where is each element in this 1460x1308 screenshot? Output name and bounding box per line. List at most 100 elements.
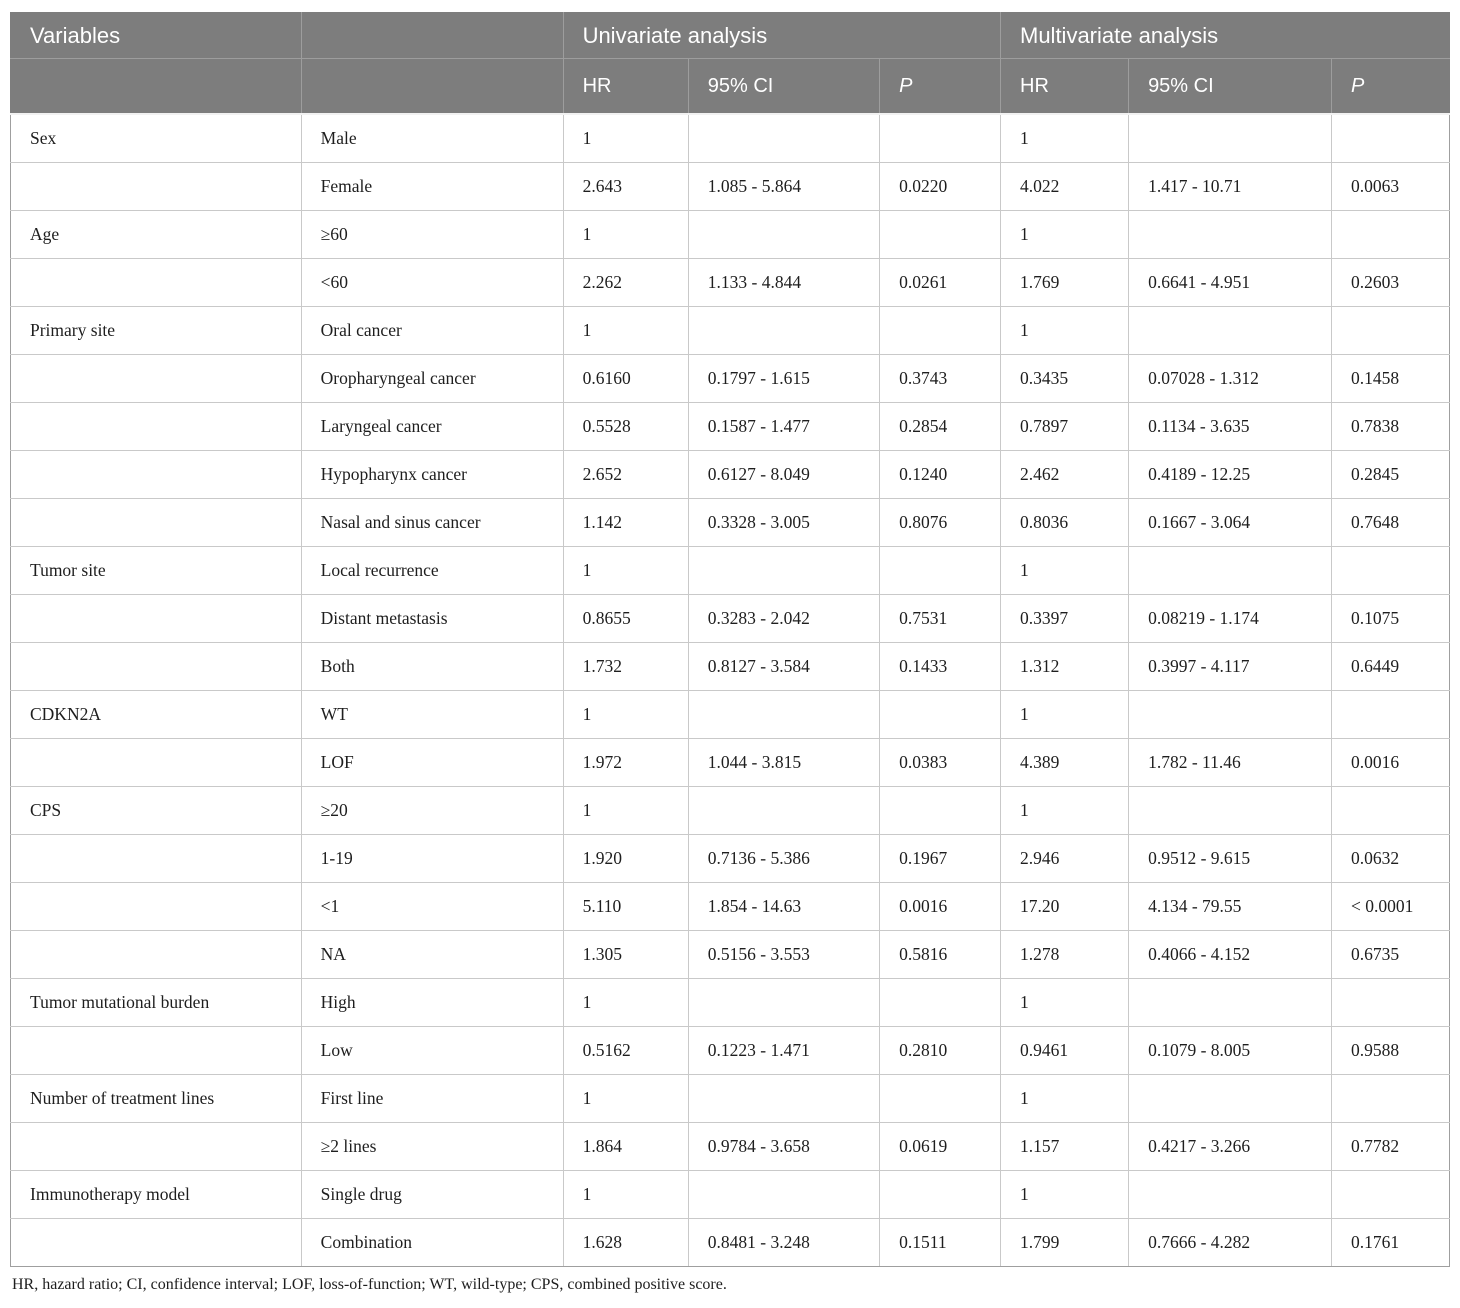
variable-cell — [10, 930, 302, 979]
multivariate-p-cell: 0.0632 — [1330, 834, 1451, 883]
multivariate-p-cell: 0.1458 — [1330, 354, 1451, 403]
multivariate-hr-cell: 1 — [999, 1074, 1130, 1123]
category-cell: Local recurrence — [300, 546, 564, 595]
multivariate-p-cell: 0.0016 — [1330, 738, 1451, 787]
multivariate-p-cell: 0.7838 — [1330, 402, 1451, 451]
multivariate-p-cell: 0.0063 — [1330, 162, 1451, 211]
univariate-p-cell — [879, 113, 1001, 163]
univariate-hr-cell: 1.732 — [562, 642, 689, 691]
univariate-ci-cell — [687, 690, 881, 739]
table-row: 1-19 1.920 0.7136 - 5.386 0.1967 2.946 0.9512… — [10, 834, 1451, 883]
multivariate-ci-cell — [1128, 786, 1332, 835]
multivariate-ci-cell: 1.417 - 10.71 — [1128, 162, 1332, 211]
category-cell: First line — [300, 1074, 564, 1123]
univariate-ci-cell: 0.1587 - 1.477 — [687, 402, 881, 451]
multivariate-ci-cell — [1128, 1170, 1332, 1219]
variable-cell: Age — [10, 210, 302, 259]
univariate-ci-cell: 1.044 - 3.815 — [687, 738, 881, 787]
multivariate-ci-cell: 0.7666 - 4.282 — [1128, 1218, 1332, 1267]
univariate-hr-cell: 1.305 — [562, 930, 689, 979]
univariate-hr-cell: 1 — [562, 546, 689, 595]
variable-cell — [10, 1122, 302, 1171]
multivariate-p-cell — [1330, 1170, 1451, 1219]
univariate-ci-cell: 0.6127 - 8.049 — [687, 450, 881, 499]
multivariate-ci-cell — [1128, 690, 1332, 739]
table-row: Number of treatment lines First line 1 1 — [10, 1074, 1451, 1123]
category-cell: 1-19 — [300, 834, 564, 883]
multivariate-hr-cell: 1 — [999, 306, 1130, 355]
category-cell: Low — [300, 1026, 564, 1075]
multivariate-ci-cell: 0.1667 - 3.064 — [1128, 498, 1332, 547]
univariate-hr-cell: 1 — [562, 210, 689, 259]
multivariate-hr-cell: 1.312 — [999, 642, 1130, 691]
table-row: Primary site Oral cancer 1 1 — [10, 306, 1451, 355]
table-row: NA 1.305 0.5156 - 3.553 0.5816 1.278 0.4066 -… — [10, 930, 1451, 979]
category-cell: Oral cancer — [300, 306, 564, 355]
univariate-p-cell: 0.1433 — [879, 642, 1001, 691]
multivariate-ci-header: 95% CI — [1128, 58, 1332, 115]
univariate-p-cell: 0.0016 — [879, 882, 1001, 931]
category-cell: <60 — [300, 258, 564, 307]
univariate-p-cell: 0.0383 — [879, 738, 1001, 787]
table-row: CDKN2A WT 1 1 — [10, 690, 1451, 739]
multivariate-ci-cell: 0.3997 - 4.117 — [1128, 642, 1332, 691]
multivariate-hr-cell: 0.8036 — [999, 498, 1130, 547]
univariate-hr-cell: 5.110 — [562, 882, 689, 931]
variable-cell — [10, 738, 302, 787]
table-row: Immunotherapy model Single drug 1 1 — [10, 1170, 1451, 1219]
univariate-ci-cell: 0.8127 - 3.584 — [687, 642, 881, 691]
variable-cell: Sex — [10, 113, 302, 163]
variable-cell: Tumor mutational burden — [10, 978, 302, 1027]
multivariate-ci-cell: 0.07028 - 1.312 — [1128, 354, 1332, 403]
univariate-ci-cell: 0.3328 - 3.005 — [687, 498, 881, 547]
table-row: Laryngeal cancer 0.5528 0.1587 - 1.477 0.28… — [10, 402, 1451, 451]
univariate-ci-cell — [687, 306, 881, 355]
univariate-ci-cell: 1.854 - 14.63 — [687, 882, 881, 931]
table-row: Hypopharynx cancer 2.652 0.6127 - 8.049 0.1… — [10, 450, 1451, 499]
multivariate-hr-cell: 1 — [999, 1170, 1130, 1219]
univariate-p-cell: 0.2810 — [879, 1026, 1001, 1075]
univariate-p-cell — [879, 210, 1001, 259]
table-row: Combination 1.628 0.8481 - 3.248 0.1511 1.79… — [10, 1218, 1451, 1267]
variable-cell — [10, 258, 302, 307]
univariate-hr-cell: 1 — [562, 1074, 689, 1123]
multivariate-hr-cell: 1.157 — [999, 1122, 1130, 1171]
univariate-p-header: P — [879, 58, 1001, 115]
variable-cell — [10, 450, 302, 499]
univariate-ci-cell — [687, 978, 881, 1027]
univariate-hr-cell: 1 — [562, 786, 689, 835]
multivariate-ci-cell — [1128, 978, 1332, 1027]
category-cell: Single drug — [300, 1170, 564, 1219]
univariate-analysis-header: Univariate analysis — [562, 12, 1002, 59]
univariate-hr-cell: 1 — [562, 113, 689, 163]
category-cell: ≥2 lines — [300, 1122, 564, 1171]
cox-regression-table: Variables Univariate analysis Multivaria… — [10, 12, 1451, 1267]
multivariate-hr-header: HR — [999, 58, 1130, 115]
multivariate-hr-cell: 0.7897 — [999, 402, 1130, 451]
table-row: Low 0.5162 0.1223 - 1.471 0.2810 0.9461 0.107… — [10, 1026, 1451, 1075]
multivariate-ci-cell: 0.4189 - 12.25 — [1128, 450, 1332, 499]
variable-cell — [10, 402, 302, 451]
univariate-ci-cell: 0.9784 - 3.658 — [687, 1122, 881, 1171]
univariate-hr-cell: 1 — [562, 690, 689, 739]
category-cell: Female — [300, 162, 564, 211]
univariate-hr-cell: 1 — [562, 978, 689, 1027]
univariate-p-cell — [879, 1170, 1001, 1219]
multivariate-hr-cell: 17.20 — [999, 882, 1130, 931]
multivariate-p-cell: 0.1761 — [1330, 1218, 1451, 1267]
univariate-hr-cell: 2.262 — [562, 258, 689, 307]
variable-cell — [10, 594, 302, 643]
univariate-hr-cell: 1.628 — [562, 1218, 689, 1267]
multivariate-p-cell: 0.2603 — [1330, 258, 1451, 307]
multivariate-p-cell: < 0.0001 — [1330, 882, 1451, 931]
variable-cell: Tumor site — [10, 546, 302, 595]
univariate-hr-cell: 0.5528 — [562, 402, 689, 451]
multivariate-ci-cell — [1128, 210, 1332, 259]
multivariate-analysis-header: Multivariate analysis — [1000, 12, 1450, 59]
category-cell: Nasal and sinus cancer — [300, 498, 564, 547]
univariate-p-cell — [879, 690, 1001, 739]
multivariate-hr-cell: 4.389 — [999, 738, 1130, 787]
multivariate-ci-cell: 0.08219 - 1.174 — [1128, 594, 1332, 643]
univariate-hr-cell: 0.5162 — [562, 1026, 689, 1075]
category-cell: Laryngeal cancer — [300, 402, 564, 451]
